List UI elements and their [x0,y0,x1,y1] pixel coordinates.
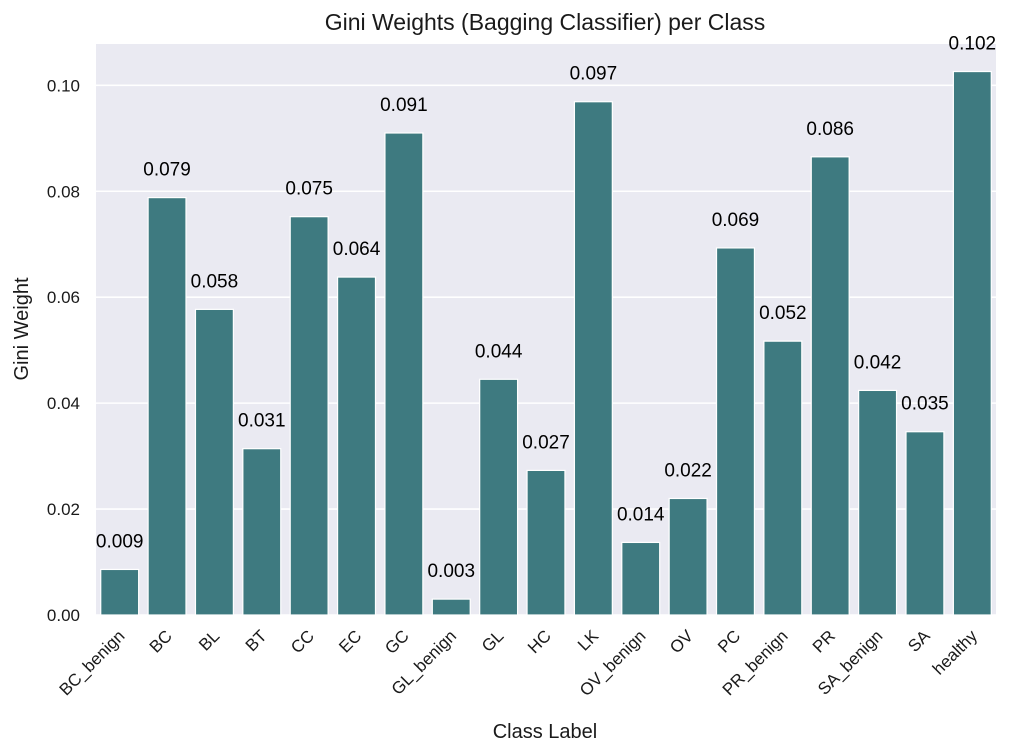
data-label: 0.058 [191,271,239,292]
bar-OV [668,497,708,616]
bar-BT [242,448,282,616]
x-tick-label: PR [809,626,839,656]
bar-BC [147,197,187,616]
x-tick-label: BT [242,626,271,655]
data-label: 0.064 [333,239,381,260]
y-tick-label: 0.00 [47,606,80,625]
data-label: 0.075 [285,179,333,200]
y-tick-label: 0.04 [47,394,80,413]
y-tick-label: 0.10 [47,76,80,95]
bar-CC [289,216,329,616]
bar-SA_benign [858,389,898,616]
x-tick-label: PC [714,626,744,656]
data-label: 0.014 [617,504,665,525]
bar-PR_benign [763,340,803,616]
x-tick-label: BC [146,626,176,656]
data-label: 0.044 [475,341,523,362]
bar-GC [384,132,424,616]
bar-BC_benign [100,568,140,616]
chart-title: Gini Weights (Bagging Classifier) per Cl… [325,9,766,35]
data-label: 0.079 [143,160,191,181]
y-axis-ticks: 0.00 0.02 0.04 0.06 0.08 0.10 [47,76,80,625]
data-label: 0.022 [664,460,712,481]
bar-healthy [952,70,992,616]
x-tick-label: healthy [929,626,982,679]
bar-GL_benign [431,598,471,616]
data-label: 0.052 [759,303,807,324]
data-label: 0.091 [380,95,428,116]
x-tick-label: BC_benign [56,626,129,699]
x-tick-label: GC [381,626,412,657]
bar-SA [905,431,945,616]
bar-LK [573,101,613,616]
x-tick-label: GL [478,626,507,655]
x-tick-label: SA [904,626,934,656]
data-label: 0.035 [901,394,949,415]
x-tick-label: LK [574,626,603,655]
y-tick-label: 0.06 [47,288,80,307]
data-label: 0.102 [949,34,997,55]
data-label: 0.042 [854,352,902,373]
bar-HC [526,469,566,616]
data-label: 0.027 [522,432,570,453]
data-label: 0.009 [96,531,144,552]
x-tick-label: HC [524,626,555,657]
x-tick-label: OV [666,626,697,657]
bar-OV_benign [621,541,661,616]
bar-GL [479,378,519,616]
bars [100,70,992,616]
data-label: 0.086 [806,119,854,140]
bar-BL [194,308,234,616]
bar-PR [810,156,850,616]
x-tick-label: CC [287,626,318,657]
y-axis-label: Gini Weight [11,277,33,380]
y-tick-label: 0.08 [47,182,80,201]
data-label: 0.003 [427,561,475,582]
bar-EC [336,276,377,616]
x-axis-label: Class Label [493,721,598,743]
data-label: 0.069 [712,210,760,231]
data-labels: 0.009 0.079 0.058 0.031 0.075 0.064 0.091 0.003… [96,34,996,583]
data-label: 0.097 [570,64,618,85]
data-label: 0.031 [238,411,286,432]
x-tick-label: BL [195,626,223,654]
x-tick-label: EC [335,626,365,656]
bar-PC [715,247,756,616]
y-tick-label: 0.02 [47,500,80,519]
